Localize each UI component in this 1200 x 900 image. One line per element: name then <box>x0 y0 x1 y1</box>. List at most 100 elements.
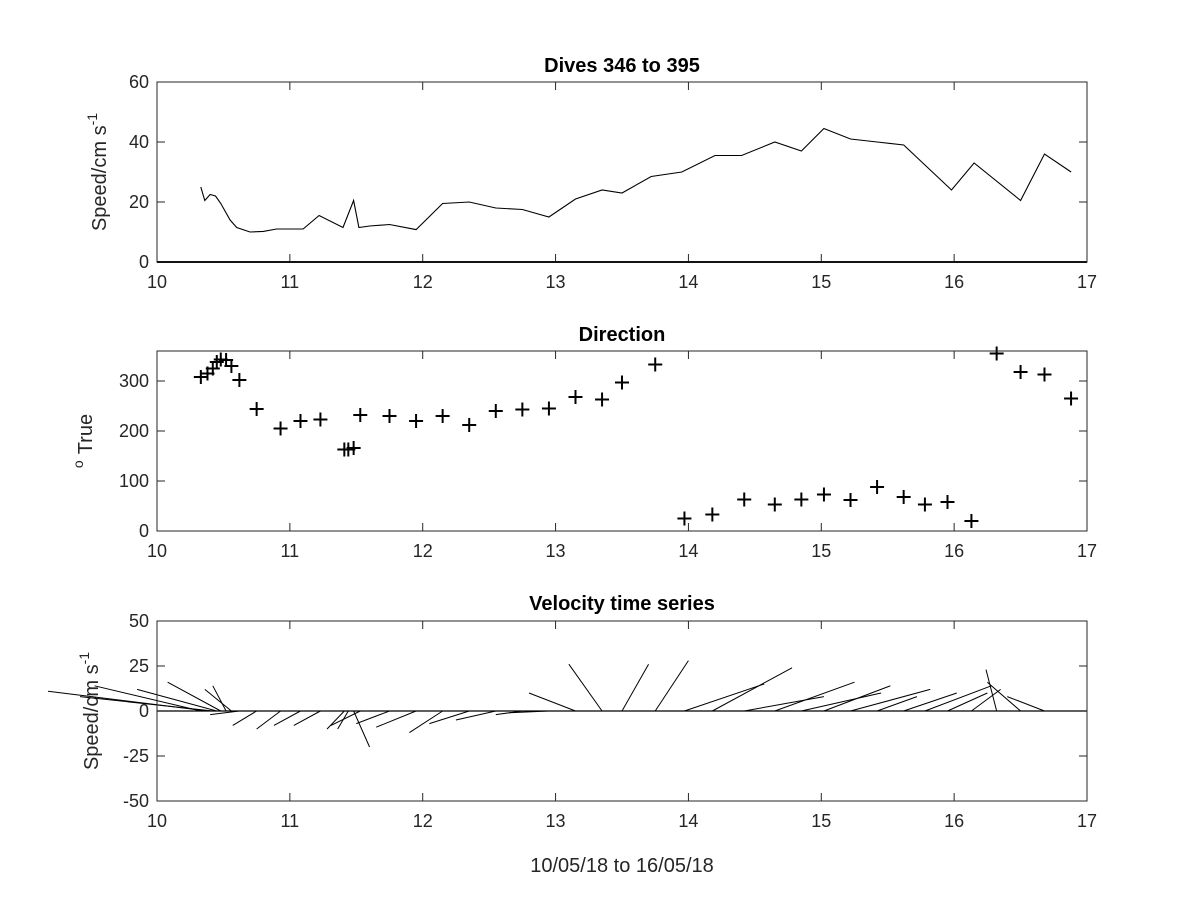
direction-ytick-label: 200 <box>119 421 149 441</box>
direction-axes-box <box>156 350 1088 532</box>
direction-ylabel-prefix: o <box>70 460 86 468</box>
velocity-xtick-label: 17 <box>1077 811 1097 831</box>
velocity-axes-box <box>156 620 1088 802</box>
speed-xtick-label: 16 <box>944 272 964 292</box>
velocity-stick <box>1007 696 1045 712</box>
velocity-xtick-label: 13 <box>546 811 566 831</box>
velocity-stick <box>210 710 240 716</box>
direction-point <box>940 495 955 509</box>
direction-point <box>409 414 424 428</box>
velocity-stick <box>823 685 891 712</box>
velocity-ylabel-exponent: -1 <box>76 652 92 665</box>
velocity-stick <box>621 663 650 712</box>
velocity-stick <box>232 710 257 726</box>
speed-xtick-label: 15 <box>811 272 831 292</box>
speed-ytick-label: 0 <box>139 252 149 272</box>
speed-ticks: 10 11 12 13 14 15 16 17 0 20 40 60 <box>129 72 1097 292</box>
direction-point <box>794 492 809 507</box>
direction-point <box>382 409 397 423</box>
direction-point <box>1037 367 1052 382</box>
velocity-ylabel-text: Speed/cm s <box>81 664 103 770</box>
direction-point <box>1013 365 1028 379</box>
velocity-stick <box>850 688 931 712</box>
direction-point <box>1064 391 1079 406</box>
velocity-stick <box>924 685 992 712</box>
velocity-xtick-label: 11 <box>281 811 300 831</box>
direction-point <box>816 487 831 502</box>
velocity-xtick-label: 14 <box>678 811 698 831</box>
velocity-stick <box>876 696 918 712</box>
direction-ytick-label: 100 <box>119 471 149 491</box>
velocity-ytick-label: 0 <box>139 701 149 721</box>
velocity-title: Velocity time series <box>529 593 715 615</box>
speed-xtick-label: 13 <box>546 272 566 292</box>
velocity-stick <box>684 683 765 712</box>
velocity-stick <box>356 710 390 725</box>
direction-point <box>843 493 858 507</box>
direction-point <box>705 507 720 522</box>
direction-point <box>515 402 530 417</box>
direction-point <box>273 421 288 436</box>
direction-point <box>737 492 752 507</box>
velocity-stick <box>256 710 281 730</box>
velocity-stick <box>528 692 576 712</box>
speed-ytick-label: 20 <box>129 192 149 212</box>
direction-ytick-label: 300 <box>119 371 149 391</box>
direction-ytick-label: 0 <box>139 521 149 541</box>
direction-xtick-label: 11 <box>281 541 300 561</box>
speed-xtick-label: 10 <box>147 272 167 292</box>
velocity-stick <box>326 710 345 730</box>
speed-xtick-label: 11 <box>281 272 300 292</box>
direction-panel: Direction o True 10 11 12 13 14 15 16 17 0 100 200 3… <box>70 324 1097 561</box>
speed-title: Dives 346 to 395 <box>544 55 700 77</box>
speed-ytick-label: 60 <box>129 72 149 92</box>
direction-ylabel-text: True <box>75 414 97 454</box>
direction-point <box>917 497 932 512</box>
velocity-stick <box>495 710 523 716</box>
speed-series-line <box>200 127 1072 233</box>
velocity-ytick-label: 50 <box>129 611 149 631</box>
velocity-panel: Velocity time series Speed/cm s-1 10 11 12… <box>47 593 1097 877</box>
direction-xtick-label: 16 <box>944 541 964 561</box>
direction-point <box>568 390 583 404</box>
direction-point <box>767 497 782 512</box>
direction-point <box>346 441 361 455</box>
direction-xtick-label: 12 <box>413 541 433 561</box>
velocity-ytick-label: -25 <box>123 746 149 766</box>
direction-ylabel: o True <box>70 414 97 468</box>
direction-xtick-label: 13 <box>546 541 566 561</box>
velocity-stick <box>273 710 301 726</box>
velocity-stick <box>212 685 227 712</box>
velocity-ytick-label: -50 <box>123 791 149 811</box>
speed-ylabel-text: Speed/cm s <box>89 125 111 231</box>
velocity-stick <box>204 689 232 712</box>
velocity-marks <box>47 660 1087 748</box>
direction-point <box>648 357 663 372</box>
velocity-stick <box>903 692 957 712</box>
velocity-stick <box>568 663 603 712</box>
direction-point <box>224 359 239 373</box>
speed-axes-box <box>156 81 1088 263</box>
speed-ylabel: Speed/cm s-1 <box>84 113 111 231</box>
velocity-xtick-label: 10 <box>147 811 167 831</box>
velocity-stick <box>429 710 470 725</box>
direction-xtick-label: 10 <box>147 541 167 561</box>
speed-panel: Dives 346 to 395 Speed/cm s-1 10 11 12 13 14… <box>84 55 1097 292</box>
velocity-xlabel: 10/05/18 to 16/05/18 <box>530 855 714 877</box>
velocity-stick <box>985 669 998 712</box>
speed-ylabel-exponent: -1 <box>84 113 100 126</box>
direction-point <box>462 418 477 432</box>
velocity-stick <box>455 710 496 721</box>
direction-point <box>193 370 208 384</box>
direction-point <box>313 412 328 427</box>
velocity-stick <box>409 710 443 734</box>
velocity-xtick-label: 16 <box>944 811 964 831</box>
velocity-stick <box>94 685 201 712</box>
direction-point <box>541 401 556 416</box>
velocity-stick <box>79 696 213 712</box>
direction-point <box>435 409 450 423</box>
direction-xtick-label: 17 <box>1077 541 1097 561</box>
velocity-stick <box>774 681 855 712</box>
